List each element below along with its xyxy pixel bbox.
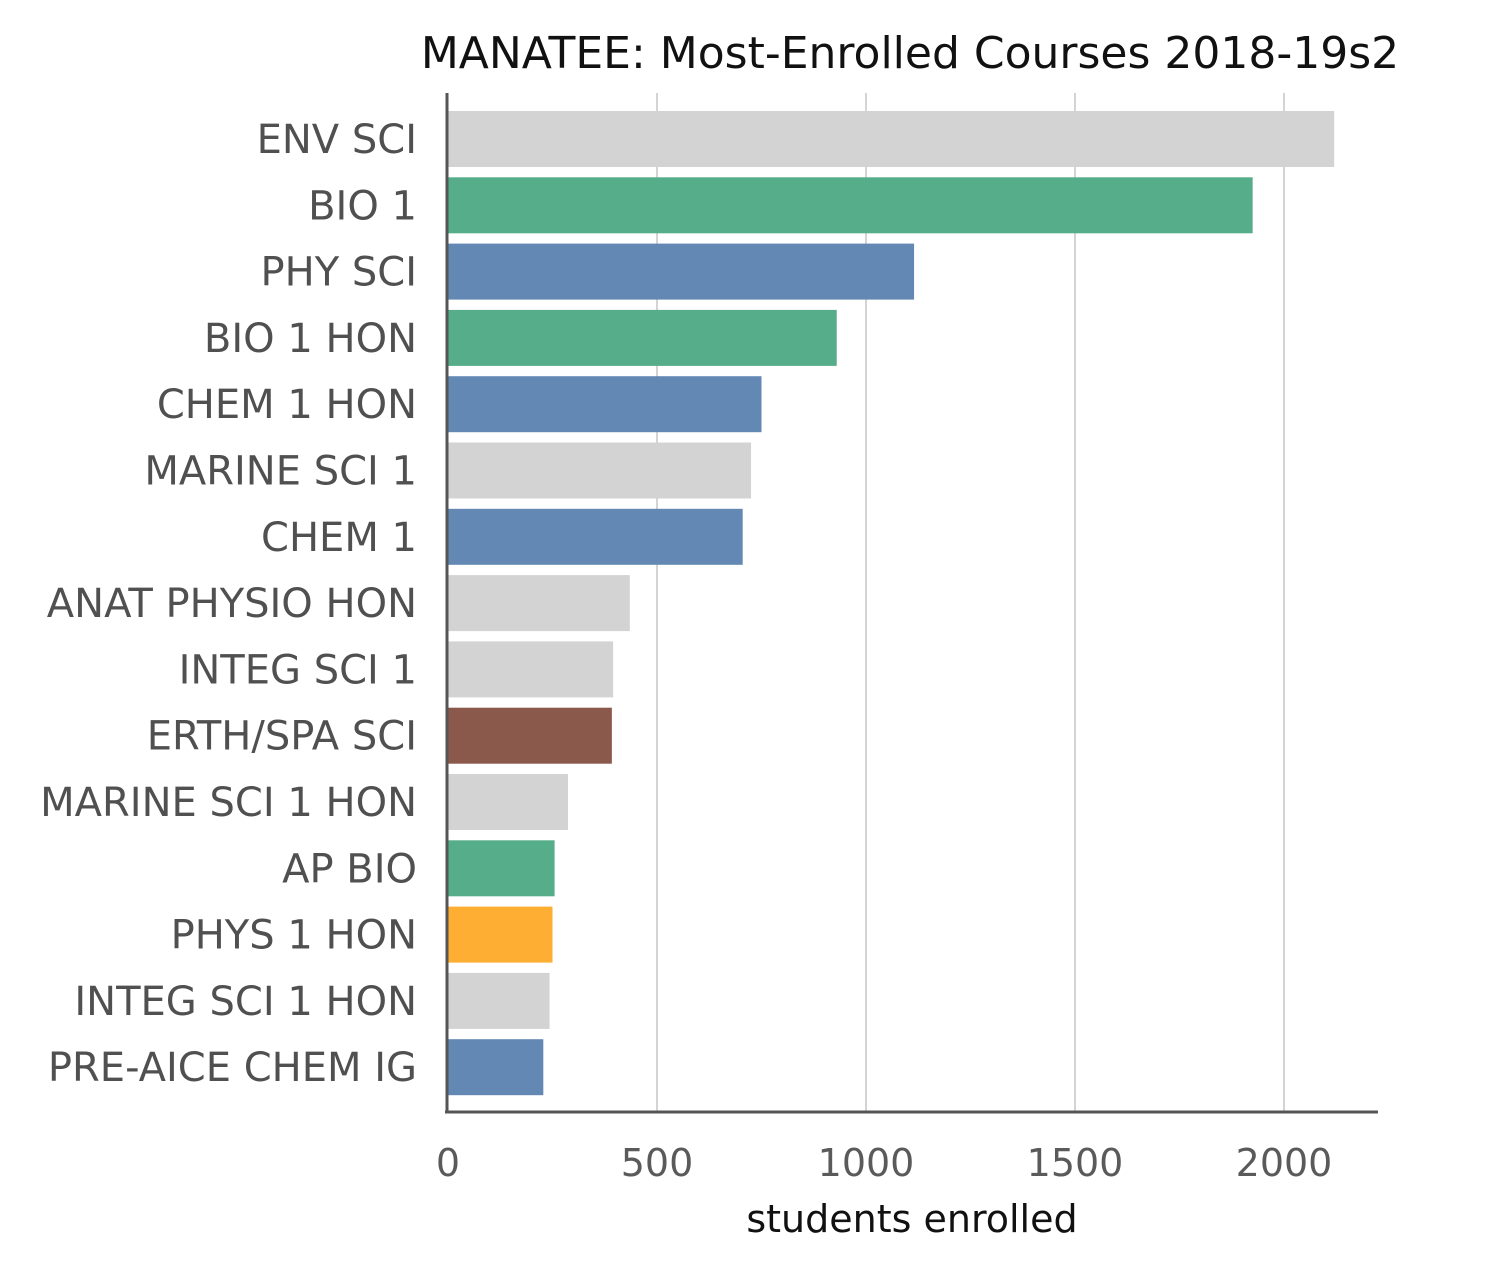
x-tick-label: 0 — [436, 1141, 460, 1185]
category-label: PHY SCI — [261, 250, 417, 296]
category-label: PRE-AICE CHEM IG — [48, 1045, 417, 1091]
category-label: ERTH/SPA SCI — [147, 714, 417, 760]
chart-title: MANATEE: Most-Enrolled Courses 2018-19s2 — [421, 28, 1399, 79]
bar — [448, 840, 555, 897]
bar — [448, 177, 1253, 234]
category-label: PHYS 1 HON — [171, 913, 417, 959]
bar — [448, 641, 614, 698]
bar — [448, 111, 1335, 167]
category-label: BIO 1 — [308, 183, 417, 229]
bar — [448, 442, 752, 499]
category-label: INTEG SCI 1 — [179, 647, 417, 693]
bar — [448, 575, 630, 632]
category-label: AP BIO — [282, 846, 417, 892]
x-tick-labels: 0 500 1000 1500 2000 — [436, 1141, 1332, 1185]
bar — [448, 376, 762, 433]
category-label: MARINE SCI 1 HON — [40, 780, 417, 826]
bars — [448, 111, 1335, 1096]
bar — [448, 707, 612, 764]
category-labels: ENV SCI BIO 1 PHY SCI BIO 1 HON CHEM 1 HON MA… — [40, 117, 417, 1091]
bar — [448, 309, 837, 366]
x-tick-label: 500 — [621, 1141, 694, 1185]
category-label: ANAT PHYSIO HON — [47, 581, 417, 627]
bar — [448, 1039, 544, 1096]
category-label: CHEM 1 HON — [157, 382, 417, 428]
bar — [448, 774, 568, 830]
x-axis-label: students enrolled — [746, 1197, 1077, 1241]
x-tick-label: 2000 — [1236, 1141, 1333, 1185]
bar — [448, 972, 550, 1029]
bar — [448, 508, 743, 565]
x-tick-label: 1000 — [818, 1141, 915, 1185]
category-label: MARINE SCI 1 — [144, 449, 417, 495]
category-label: ENV SCI — [257, 117, 417, 163]
bar — [448, 243, 915, 300]
x-tick-label: 1500 — [1027, 1141, 1124, 1185]
category-label: BIO 1 HON — [204, 316, 417, 362]
category-label: CHEM 1 — [261, 515, 417, 561]
bar — [448, 906, 553, 963]
category-label: INTEG SCI 1 HON — [74, 979, 417, 1025]
